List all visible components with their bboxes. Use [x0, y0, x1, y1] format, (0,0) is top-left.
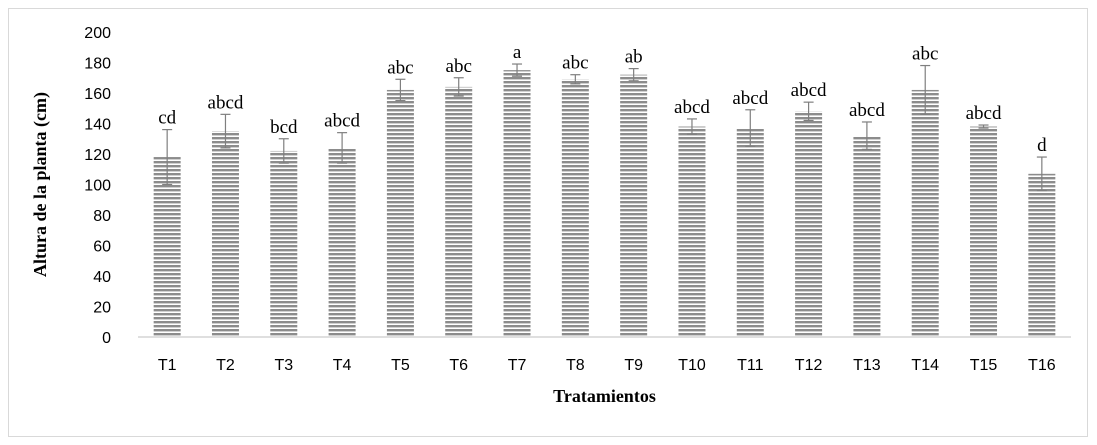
significance-label-T11: abcd — [732, 88, 768, 109]
bar-T9 — [620, 74, 648, 337]
bar-T12 — [795, 111, 823, 337]
significance-label-T13: abcd — [849, 100, 885, 121]
x-tick-label-T10: T10 — [678, 357, 706, 374]
significance-label-T6: abc — [446, 56, 472, 77]
x-tick-label-T9: T9 — [624, 357, 643, 374]
x-tick-label-T14: T14 — [911, 357, 939, 374]
significance-label-T14: abc — [912, 44, 938, 65]
bars-group — [153, 70, 1056, 338]
x-tick-label-T8: T8 — [566, 357, 585, 374]
x-tick-label-T7: T7 — [508, 357, 527, 374]
bar-T10 — [678, 126, 706, 337]
significance-label-T15: abcd — [966, 103, 1002, 124]
y-tick-label: 120 — [84, 147, 111, 164]
bar-T16 — [1028, 173, 1056, 337]
y-axis-title: Altura de la planta (cm) — [30, 92, 51, 277]
bar-T5 — [386, 89, 414, 337]
error-bars-group — [162, 63, 1047, 192]
bar-T14 — [911, 89, 939, 337]
x-axis-title: Tratamientos — [553, 386, 656, 406]
significance-label-T10: abcd — [674, 97, 710, 118]
y-tick-label: 100 — [84, 178, 111, 195]
bar-T3 — [270, 150, 298, 337]
chart-frame: 0 20 40 60 80 100 120 140 160 180 200 cd abcd bcd abc… — [8, 8, 1088, 437]
significance-label-T5: abc — [387, 57, 413, 78]
bar-T15 — [970, 126, 998, 337]
x-tick-label-T3: T3 — [274, 357, 293, 374]
y-axis-ticks: 0 20 40 60 80 100 120 140 160 180 200 — [84, 25, 111, 347]
x-tick-label-T13: T13 — [853, 357, 881, 374]
y-tick-label: 80 — [93, 208, 111, 225]
x-tick-label-T4: T4 — [333, 357, 352, 374]
significance-label-T3: bcd — [270, 117, 298, 138]
y-tick-label: 160 — [84, 86, 111, 103]
y-tick-label: 20 — [93, 300, 111, 317]
y-tick-label: 0 — [102, 330, 111, 347]
y-tick-label: 60 — [93, 239, 111, 256]
bar-T1 — [153, 157, 181, 337]
y-tick-label: 40 — [93, 269, 111, 286]
significance-label-T16: d — [1037, 135, 1047, 156]
x-tick-label-T15: T15 — [970, 357, 998, 374]
bar-T4 — [328, 147, 356, 337]
bar-T6 — [445, 86, 473, 338]
y-tick-label: 200 — [84, 25, 111, 42]
x-tick-label-T1: T1 — [158, 357, 177, 374]
significance-label-T4: abcd — [324, 111, 360, 132]
bar-T8 — [561, 79, 589, 338]
significance-label-T1: cd — [158, 108, 176, 129]
x-tick-label-T12: T12 — [795, 357, 823, 374]
x-tick-label-T6: T6 — [449, 357, 468, 374]
bar-T13 — [853, 135, 881, 337]
bar-T11 — [736, 128, 764, 337]
significance-label-T8: abc — [562, 53, 588, 74]
x-tick-label-T5: T5 — [391, 357, 410, 374]
bar-T7 — [503, 70, 531, 337]
y-tick-label: 180 — [84, 56, 111, 73]
x-tick-label-T16: T16 — [1028, 357, 1056, 374]
x-axis-ticks: T1 T2 T3 T4 T5 T6 T7 T8 T9 T10 T11 T12 T13 T14 T15 T16 — [158, 357, 1056, 374]
x-tick-label-T2: T2 — [216, 357, 235, 374]
y-tick-label: 140 — [84, 117, 111, 134]
bar-T2 — [211, 131, 239, 337]
significance-label-T12: abcd — [791, 80, 827, 101]
x-tick-label-T11: T11 — [737, 357, 763, 374]
significance-label-T2: abcd — [208, 92, 244, 113]
significance-label-T7: a — [513, 42, 522, 63]
significance-label-T9: ab — [625, 47, 643, 68]
